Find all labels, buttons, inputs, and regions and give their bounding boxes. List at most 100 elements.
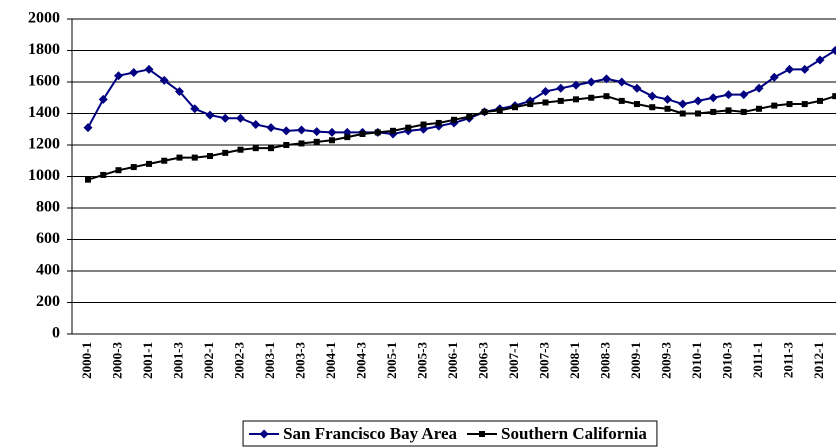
marker xyxy=(800,64,810,74)
marker xyxy=(756,105,762,112)
marker xyxy=(603,93,610,100)
marker xyxy=(405,124,412,131)
marker xyxy=(740,108,747,115)
x-tick-label: 2011-3 xyxy=(780,342,795,379)
marker xyxy=(268,145,274,152)
y-tick-label: 800 xyxy=(36,199,60,216)
x-tick-label: 2010-3 xyxy=(719,342,734,379)
marker xyxy=(159,75,169,85)
marker xyxy=(252,145,259,152)
y-tick-label: 2000 xyxy=(28,10,60,27)
marker xyxy=(786,101,793,108)
y-tick-label: 600 xyxy=(36,230,60,247)
marker xyxy=(207,153,213,160)
marker xyxy=(527,101,534,108)
marker xyxy=(466,113,473,120)
marker xyxy=(420,121,427,128)
x-tick-label: 2010-1 xyxy=(689,342,704,379)
marker xyxy=(710,108,717,115)
series-line xyxy=(87,49,836,135)
marker xyxy=(573,96,579,103)
marker xyxy=(496,107,503,114)
x-tick-label: 2006-1 xyxy=(445,342,460,379)
marker xyxy=(695,110,701,117)
x-tick-label: 2006-3 xyxy=(475,342,490,379)
marker xyxy=(266,123,276,133)
marker xyxy=(588,94,595,101)
marker xyxy=(191,154,198,161)
x-tick-label: 2011-1 xyxy=(750,342,765,378)
marker xyxy=(602,74,611,84)
marker xyxy=(512,104,518,111)
x-tick-label: 2001-3 xyxy=(170,342,185,379)
marker xyxy=(649,104,656,111)
marker xyxy=(283,142,290,148)
marker xyxy=(771,102,778,109)
marker xyxy=(312,127,322,137)
marker xyxy=(83,123,93,133)
marker xyxy=(251,120,261,130)
marker xyxy=(205,110,215,120)
marker xyxy=(297,125,306,135)
legend-box xyxy=(242,420,658,447)
x-tick-label: 2005-3 xyxy=(414,342,429,379)
marker xyxy=(329,137,335,144)
marker xyxy=(100,171,107,178)
series-line xyxy=(87,95,836,181)
marker xyxy=(634,101,640,108)
legend-label: San Francisco Bay Area xyxy=(283,424,457,443)
marker xyxy=(663,94,672,104)
marker xyxy=(220,113,230,123)
marker xyxy=(664,105,671,112)
marker xyxy=(130,164,137,171)
x-tick-label: 2001-1 xyxy=(140,342,155,379)
marker xyxy=(161,157,168,164)
marker xyxy=(298,140,305,147)
marker xyxy=(617,77,627,87)
x-tick-label: 2012-1 xyxy=(811,342,826,379)
marker xyxy=(679,110,686,117)
x-tick-label: 2009-1 xyxy=(628,342,643,379)
x-tick-label: 2003-3 xyxy=(292,342,307,379)
marker xyxy=(144,64,154,74)
marker xyxy=(693,96,703,106)
y-tick-label: 1400 xyxy=(28,104,60,121)
marker xyxy=(481,108,488,115)
marker xyxy=(678,99,688,109)
marker xyxy=(390,127,396,134)
marker xyxy=(830,46,836,55)
x-tick-label: 2007-1 xyxy=(506,342,521,379)
marker xyxy=(541,86,550,96)
marker xyxy=(571,80,581,90)
x-tick-label: 2008-1 xyxy=(567,342,582,379)
marker xyxy=(542,99,549,106)
marker xyxy=(435,119,442,126)
marker xyxy=(115,167,122,174)
marker xyxy=(85,176,91,183)
marker xyxy=(236,113,245,123)
x-tick-label: 2005-1 xyxy=(384,342,399,379)
marker xyxy=(801,101,808,108)
marker xyxy=(451,116,457,123)
marker xyxy=(815,55,825,65)
x-tick-label: 2003-1 xyxy=(262,342,277,379)
x-tick-label: 2009-3 xyxy=(658,342,673,379)
x-tick-label: 2004-3 xyxy=(353,342,368,379)
marker xyxy=(739,90,749,100)
marker xyxy=(618,97,625,104)
marker xyxy=(146,160,152,167)
marker xyxy=(359,130,366,137)
marker xyxy=(557,97,564,104)
marker xyxy=(754,83,764,93)
marker xyxy=(190,104,200,114)
y-tick-label: 1600 xyxy=(28,73,60,90)
marker xyxy=(176,154,183,161)
marker xyxy=(327,127,337,137)
x-tick-label: 2002-1 xyxy=(201,342,216,379)
marker xyxy=(313,138,320,145)
y-tick-label: 1000 xyxy=(28,167,60,184)
y-tick-label: 200 xyxy=(36,293,60,310)
marker xyxy=(832,93,836,100)
marker xyxy=(175,86,184,96)
legend-label: Southern California xyxy=(501,424,647,443)
